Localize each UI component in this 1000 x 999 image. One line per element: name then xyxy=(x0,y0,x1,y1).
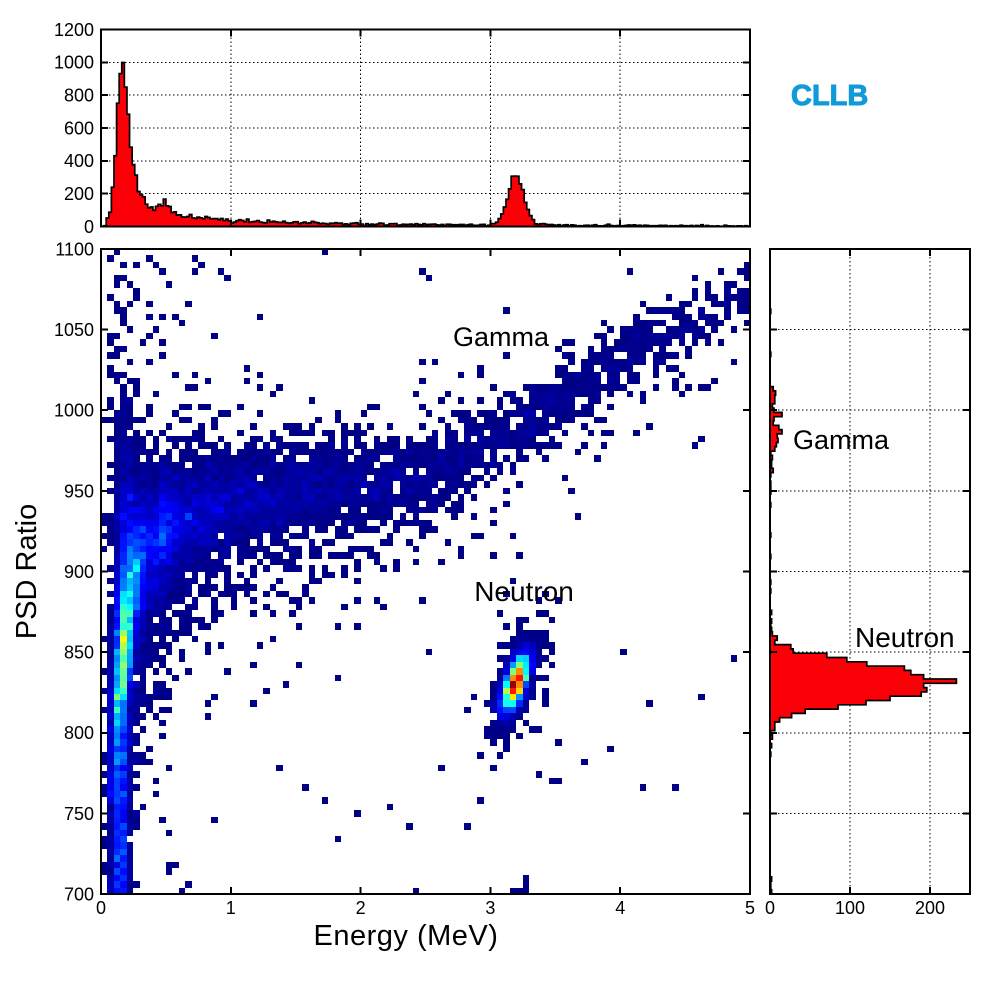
svg-text:Neutron: Neutron xyxy=(855,622,955,653)
svg-text:800: 800 xyxy=(64,723,94,743)
svg-text:0: 0 xyxy=(84,217,94,237)
svg-text:850: 850 xyxy=(64,643,94,663)
svg-text:0: 0 xyxy=(765,898,775,918)
svg-text:1050: 1050 xyxy=(54,320,94,340)
svg-text:600: 600 xyxy=(64,118,94,138)
svg-text:1200: 1200 xyxy=(54,20,94,40)
svg-text:1000: 1000 xyxy=(54,401,94,421)
svg-text:800: 800 xyxy=(64,86,94,106)
svg-text:1000: 1000 xyxy=(54,53,94,73)
svg-text:0: 0 xyxy=(96,898,106,918)
svg-text:Gamma: Gamma xyxy=(453,322,550,352)
svg-text:1: 1 xyxy=(226,898,236,918)
svg-text:100: 100 xyxy=(835,898,865,918)
svg-text:Energy (MeV): Energy (MeV) xyxy=(314,920,499,952)
svg-text:750: 750 xyxy=(64,804,94,824)
svg-text:400: 400 xyxy=(64,151,94,171)
svg-text:5: 5 xyxy=(745,898,755,918)
svg-text:Gamma: Gamma xyxy=(793,425,890,455)
svg-text:1100: 1100 xyxy=(55,239,94,259)
svg-text:Neutron: Neutron xyxy=(474,576,574,607)
svg-text:3: 3 xyxy=(485,898,495,918)
svg-text:2: 2 xyxy=(356,898,366,918)
svg-text:200: 200 xyxy=(915,898,945,918)
svg-text:700: 700 xyxy=(64,884,94,904)
svg-text:4: 4 xyxy=(615,898,625,918)
svg-text:PSD Ratio: PSD Ratio xyxy=(11,504,43,639)
svg-text:200: 200 xyxy=(64,184,94,204)
svg-text:900: 900 xyxy=(64,562,94,582)
svg-text:CLLB: CLLB xyxy=(791,80,868,112)
svg-text:950: 950 xyxy=(64,481,94,501)
